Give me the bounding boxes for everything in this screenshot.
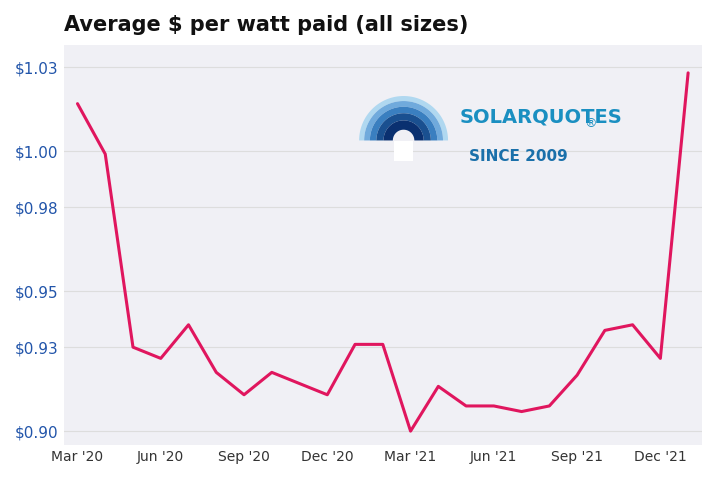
Text: SOLARQUOTES: SOLARQUOTES [460, 107, 622, 126]
PathPatch shape [370, 107, 437, 140]
PathPatch shape [384, 120, 424, 140]
PathPatch shape [359, 96, 448, 140]
PathPatch shape [376, 113, 431, 140]
PathPatch shape [391, 123, 404, 143]
PathPatch shape [364, 101, 443, 140]
Text: Average $ per watt paid (all sizes): Average $ per watt paid (all sizes) [64, 15, 468, 35]
Text: ®: ® [584, 117, 597, 130]
FancyBboxPatch shape [394, 141, 413, 161]
Text: SINCE 2009: SINCE 2009 [469, 149, 568, 164]
